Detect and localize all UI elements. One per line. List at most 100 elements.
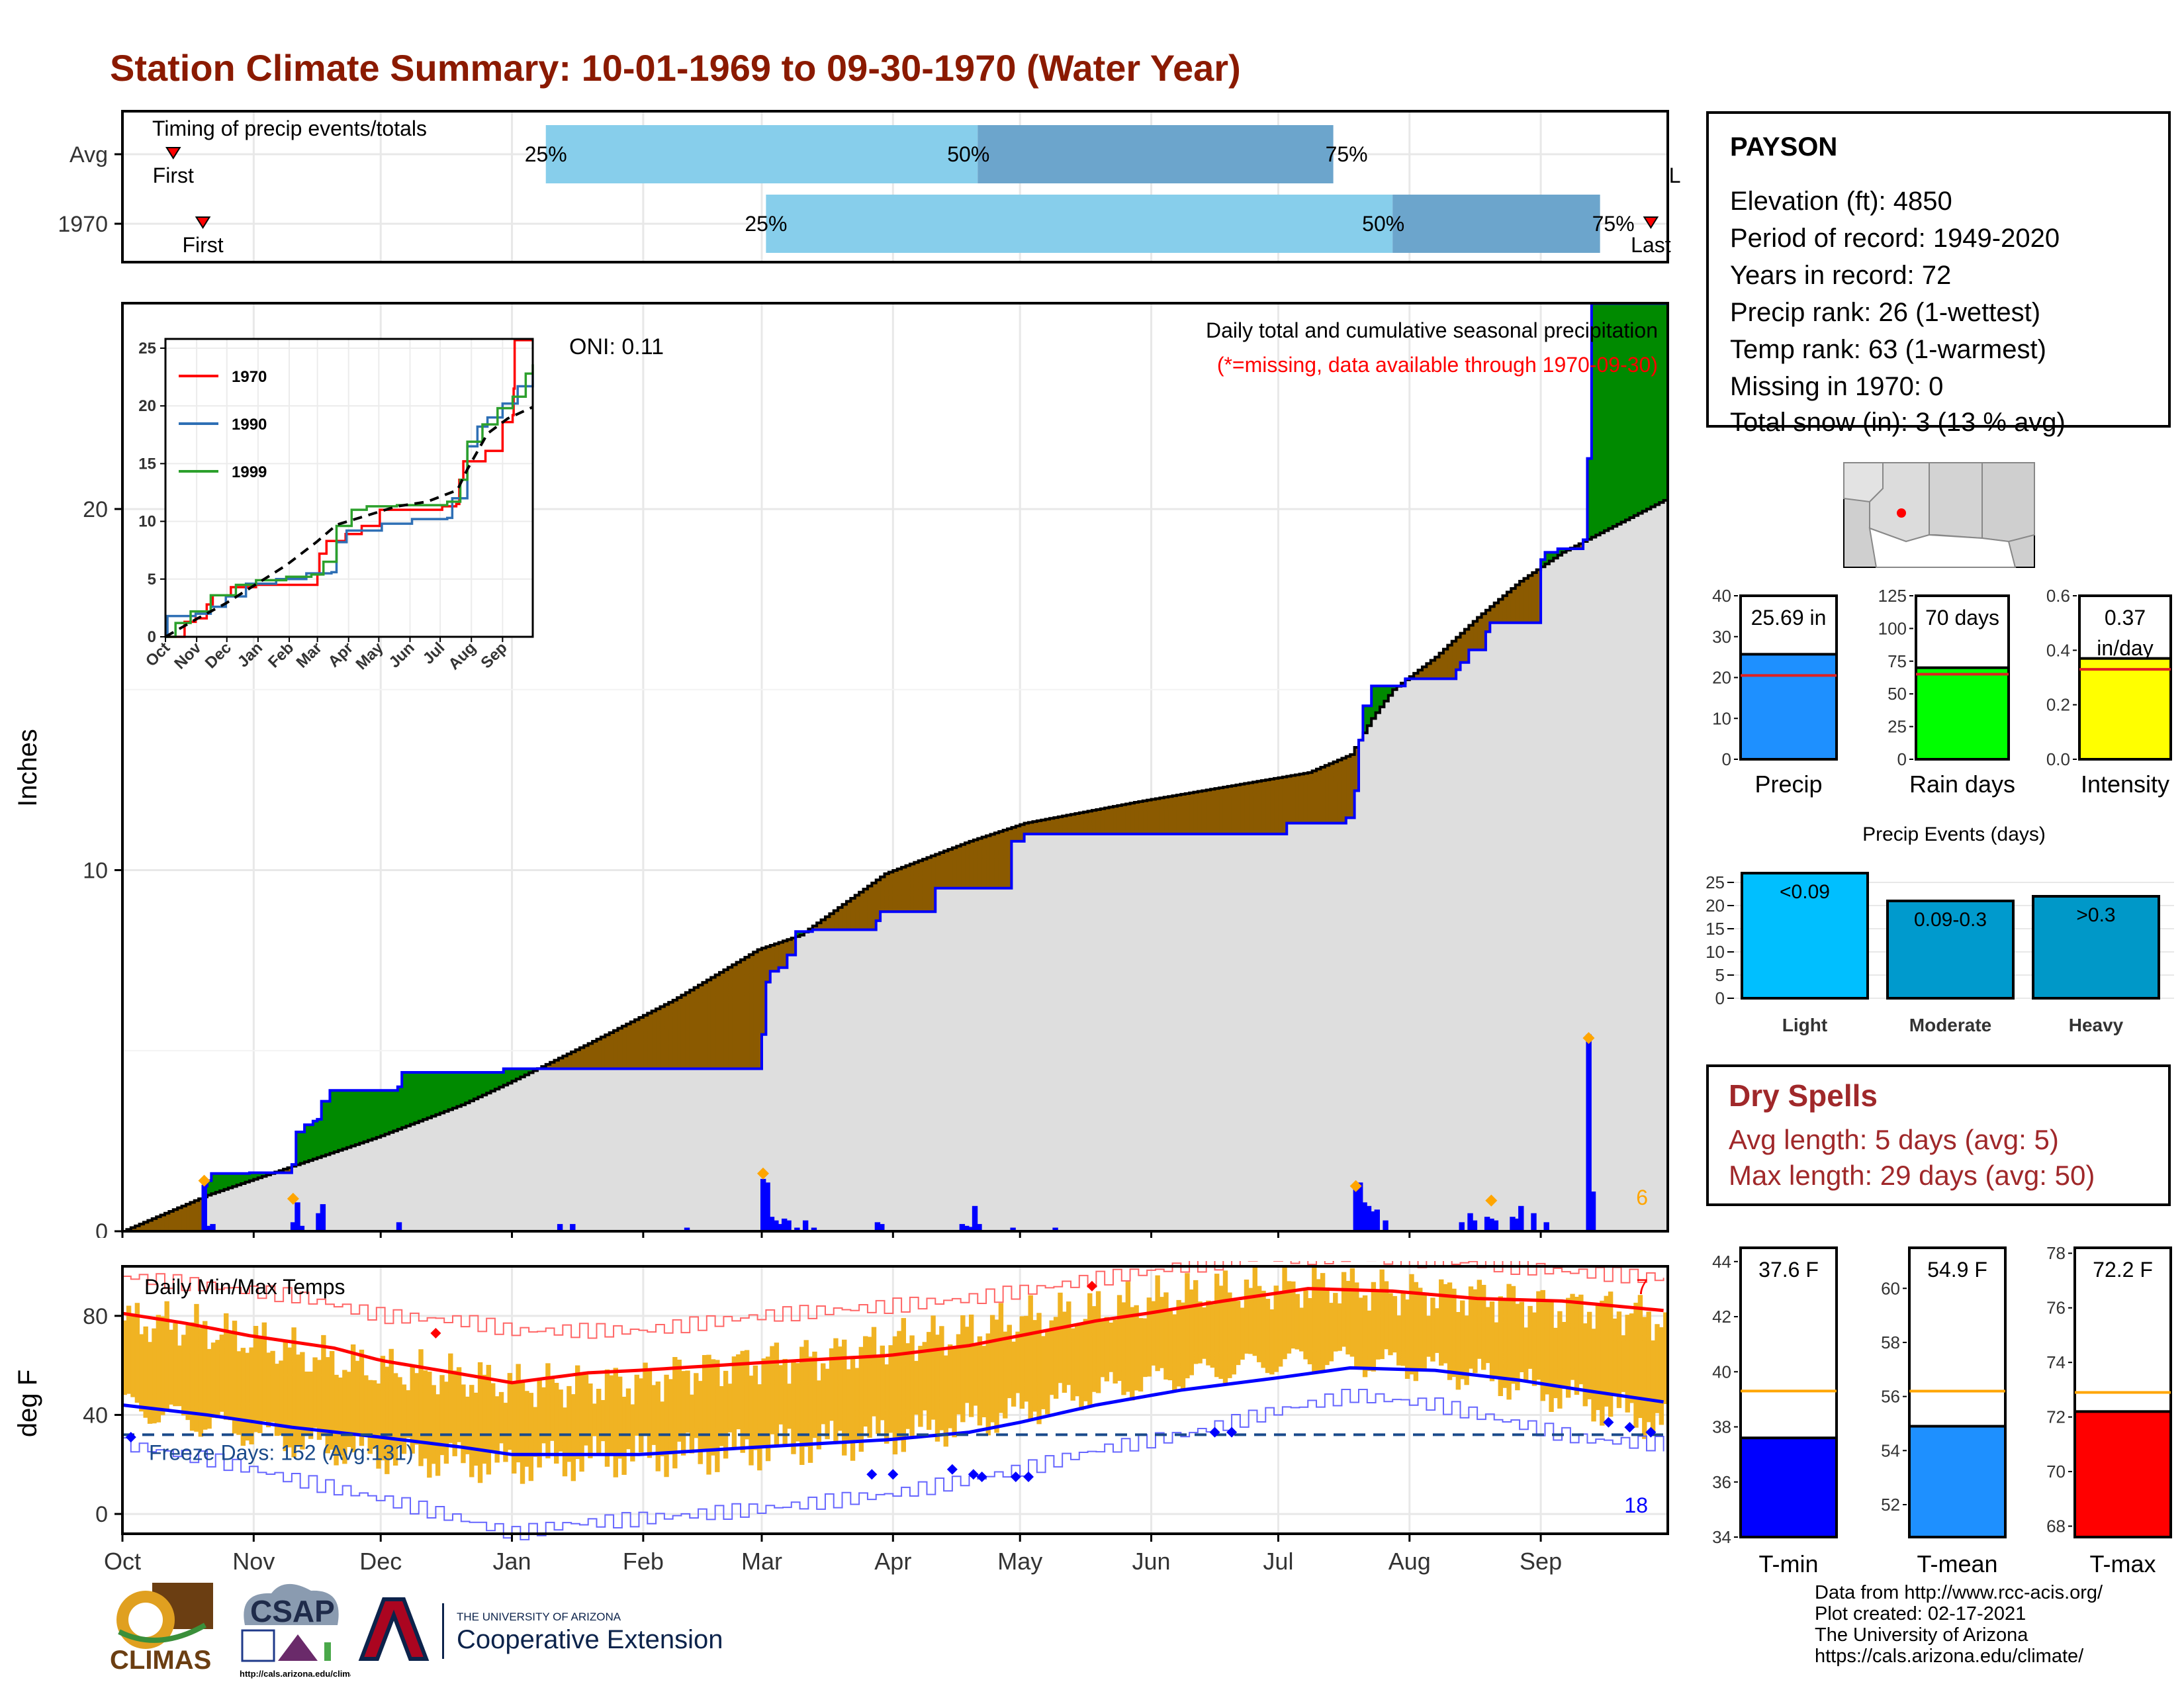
credit-data-source: Data from http://www.rcc-acis.org/ [1815, 1582, 2103, 1603]
inset-xtick-label: Apr [325, 639, 357, 671]
temp-ytick-label: 40 [83, 1403, 108, 1428]
temp-xtick-label: Dec [359, 1548, 402, 1575]
intensity-xlabel: Intensity [2081, 771, 2169, 798]
precip-monthly-max-marker-1 [287, 1192, 299, 1205]
temp-record-low-marker-2 [887, 1469, 899, 1480]
climas-logo: CLIMAS [110, 1583, 213, 1675]
tmean-value-bar [1908, 1425, 2007, 1538]
events-xtick-label-heavy: Heavy [2069, 1015, 2124, 1035]
precip-ytick-label: 20 [83, 497, 108, 522]
timing-bar-25-50-1970 [766, 195, 1393, 253]
precip-ytick-label: 0 [95, 1219, 108, 1238]
timing-label-first-Avg: First [153, 164, 194, 187]
events-bar-label-heavy: >0.3 [2076, 904, 2115, 926]
page-title: Station Climate Summary: 10-01-1969 to 0… [110, 47, 1241, 89]
timing-label-75-Avg: 75% [1326, 142, 1368, 166]
tmean-ytick-label: 54 [1881, 1440, 1900, 1460]
timing-chart: 25% 50% 75% First Last Avg 25% 50% 75% First Last 1… [58, 110, 1681, 263]
tmin-value-bar [1739, 1436, 1838, 1538]
rain_days-value-bar [1915, 666, 2010, 761]
tmax-ytick-label: 76 [2046, 1298, 2066, 1318]
credit-plot-created: Plot created: 02-17-2021 [1815, 1603, 2026, 1624]
tmax-xlabel: T-max [2089, 1550, 2156, 1577]
station-missing: Missing in 1970: 0 [1730, 372, 1944, 401]
precip-daily-bar-47 [1531, 1213, 1537, 1231]
precip-daily-bar-50 [1590, 1191, 1596, 1231]
temp-ytick-label: 0 [95, 1502, 108, 1527]
tmin-ytick-label: 44 [1712, 1252, 1731, 1272]
events-bar-moderate [1886, 900, 2015, 1000]
intensity-value-label: 0.37 [2105, 606, 2146, 630]
intensity-ytick-label: 0.6 [2046, 586, 2070, 606]
temp-record-low-marker-8 [1209, 1427, 1220, 1438]
rain_days-ytick-label: 25 [1888, 717, 1907, 737]
events-ytick-label: 0 [1715, 988, 1725, 1008]
temp-record-high-marker-3 [1332, 1261, 1334, 1262]
precip-daily-bar-36 [1374, 1209, 1380, 1231]
tmax-value-label: 72.2 F [2093, 1258, 2153, 1282]
tmax-ytick-label: 70 [2046, 1462, 2066, 1481]
csap-logo: CSAP http://cals.arizona.edu/climate [240, 1583, 351, 1679]
events-bar-light [1741, 872, 1869, 1000]
inset-xtick-label: Mar [293, 639, 326, 671]
inset-xtick-label: Dec [202, 639, 235, 672]
inset-ytick-label: 5 [148, 571, 156, 588]
precip-daily-bar-20 [802, 1220, 809, 1231]
timing-category-1970: 1970 [58, 212, 108, 237]
tmean-ytick-label: 60 [1881, 1278, 1900, 1298]
precip-daily-bar-24 [959, 1224, 966, 1231]
climas-logo-text: CLIMAS [110, 1646, 211, 1675]
events-xtick-label-moderate: Moderate [1909, 1015, 1991, 1035]
precip-daily-bar-41 [1484, 1217, 1490, 1231]
tmax-value-bar [2073, 1410, 2172, 1538]
precip_total-ytick-label: 40 [1712, 586, 1731, 606]
events-bar-heavy [2032, 895, 2160, 1000]
precip-daily-bar-32 [1357, 1182, 1363, 1231]
ua-small-text: THE UNIVERSITY OF ARIZONA [457, 1611, 621, 1623]
precip-daily-bar-13 [764, 1182, 770, 1231]
intensity-ytick-label: 0.0 [2046, 749, 2070, 769]
intensity-value-label-unit: in/day [2097, 636, 2153, 660]
precip-daily-bar-42 [1488, 1218, 1494, 1231]
temp-record-low-marker-3 [946, 1464, 958, 1475]
precip-daily-bar-40 [1471, 1220, 1478, 1231]
station-location-marker [1897, 508, 1906, 518]
rain_days-ytick-label: 50 [1888, 684, 1907, 704]
station-precip-rank: Precip rank: 26 (1-wettest) [1730, 298, 2041, 327]
precip-daily-bar-44 [1510, 1217, 1516, 1231]
tmax-ytick-label: 72 [2046, 1407, 2066, 1427]
tmax-ytick-label: 74 [2046, 1352, 2066, 1372]
precip-daily-bar-22 [874, 1222, 881, 1231]
locator-map [1843, 462, 2035, 568]
timing-label-50-1970: 50% [1362, 212, 1404, 236]
inset-legend-label-1999: 1999 [232, 463, 267, 481]
inset-xtick-label: Jan [234, 639, 266, 671]
precip-frame [121, 302, 1669, 1233]
inset-xtick-label: Nov [171, 639, 205, 673]
station-period: Period of record: 1949-2020 [1730, 224, 2060, 253]
station-info-panel: PAYSON Elevation (ft): 4850 Period of re… [1706, 111, 2171, 437]
precip_total-ytick-label: 10 [1712, 708, 1731, 728]
inset-legend-label-1990: 1990 [232, 416, 267, 434]
events-ytick-label: 15 [1706, 919, 1725, 939]
dry-spells-title: Dry Spells [1729, 1078, 1878, 1113]
temp-xtick-label: May [997, 1548, 1042, 1575]
station-years: Years in record: 72 [1730, 261, 1952, 290]
station-snow: Total snow (in): 3 (13 % avg) [1730, 408, 2066, 437]
temp-record-low-marker-5 [976, 1471, 987, 1482]
tmin-ytick-label: 36 [1712, 1472, 1731, 1492]
temp-xtick-label: Sep [1520, 1548, 1562, 1575]
precip-daily-bar-19 [794, 1227, 800, 1231]
station-elevation: Elevation (ft): 4850 [1730, 187, 1952, 216]
dry-spells-avg: Avg length: 5 days (avg: 5) [1729, 1124, 2059, 1155]
precip_total-ytick-label: 0 [1722, 749, 1731, 769]
precip-oni-label: ONI: 0.11 [569, 334, 664, 359]
timing-category-Avg: Avg [69, 142, 108, 167]
timing-bar-25-50-Avg [545, 125, 978, 183]
rain_days-ytick-label: 125 [1878, 586, 1907, 606]
intensity-ytick-label: 0.4 [2046, 640, 2070, 660]
tmean-ytick-label: 56 [1881, 1387, 1900, 1407]
timing-label-25-1970: 25% [745, 212, 787, 236]
precip-daily-bar-1 [205, 1225, 212, 1231]
tmean-xlabel: T-mean [1917, 1550, 1997, 1577]
